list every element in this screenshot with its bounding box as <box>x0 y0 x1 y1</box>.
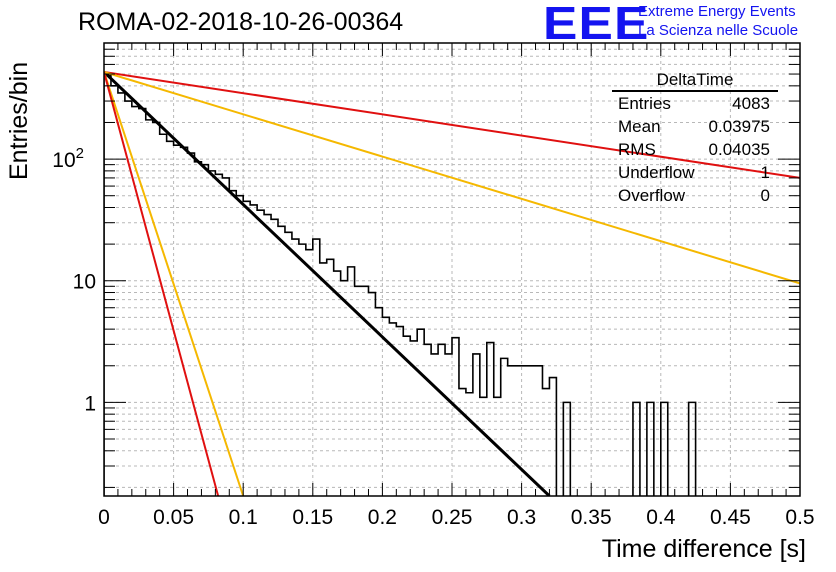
stats-label: Entries <box>618 94 671 113</box>
fit-line-0 <box>104 70 551 496</box>
x-tick-label: 0.05 <box>153 506 194 529</box>
stats-row-underflow: Underflow 1 <box>612 161 778 184</box>
y-tick-label: 10 <box>73 271 96 294</box>
histogram-deltatime <box>104 74 697 496</box>
x-tick-label: 0 <box>98 506 110 529</box>
stats-label: Underflow <box>618 163 695 182</box>
fit-line-3 <box>104 71 245 496</box>
y-tick-label: 1 <box>84 392 96 415</box>
y-tick-label: 102 <box>52 145 84 172</box>
x-tick-label: 0.15 <box>292 506 333 529</box>
fit-line-1 <box>104 70 800 179</box>
stats-value: 4083 <box>732 94 770 113</box>
x-axis-label: Time difference [s] <box>601 535 806 563</box>
eee-logo: EEE <box>543 0 650 49</box>
stats-value: 0.04035 <box>708 140 770 159</box>
x-tick-label: 0.2 <box>368 506 397 529</box>
page-title: ROMA-02-2018-10-26-00364 <box>78 8 404 36</box>
fit-line-4 <box>104 71 220 496</box>
stats-value: 0.03975 <box>708 117 770 136</box>
x-tick-label: 0.1 <box>229 506 258 529</box>
logo-subtitle-1: Extreme Energy Events <box>638 3 796 20</box>
y-axis-label: Entries/bin <box>5 61 33 180</box>
stats-value: 1 <box>760 163 770 182</box>
stats-row-overflow: Overflow 0 <box>612 184 778 207</box>
stats-row-rms: RMS 0.04035 <box>612 138 778 161</box>
stats-box: DeltaTime Entries 4083 Mean 0.03975 RMS … <box>612 70 778 207</box>
stats-title: DeltaTime <box>612 70 778 92</box>
x-tick-label: 0.4 <box>646 506 676 529</box>
x-tick-label: 0.45 <box>710 506 751 529</box>
stats-label: RMS <box>618 140 656 159</box>
stats-label: Mean <box>618 117 661 136</box>
stats-value: 0 <box>760 186 770 205</box>
x-tick-label: 0.3 <box>507 506 536 529</box>
stats-row-mean: Mean 0.03975 <box>612 115 778 138</box>
x-tick-label: 0.5 <box>785 506 814 529</box>
stats-row-entries: Entries 4083 <box>612 92 778 115</box>
fit-line-2 <box>104 71 800 285</box>
stats-label: Overflow <box>618 186 686 205</box>
x-tick-label: 0.35 <box>571 506 612 529</box>
x-tick-label: 0.25 <box>432 506 473 529</box>
logo-subtitle-2: La Scienza nelle Scuole <box>638 22 799 39</box>
